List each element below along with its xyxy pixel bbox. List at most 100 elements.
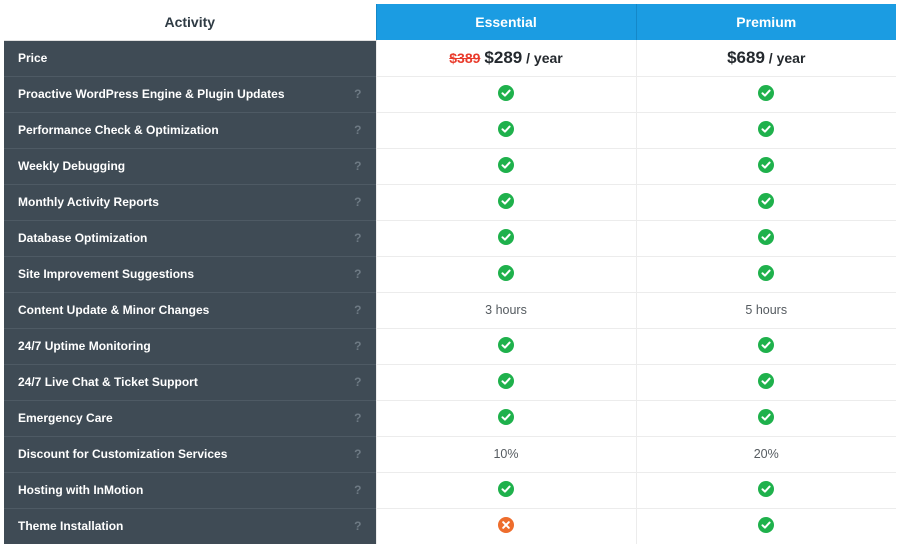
- activity-cell: Content Update & Minor Changes?: [4, 292, 376, 328]
- check-icon: [758, 193, 774, 209]
- value-cell: [636, 256, 896, 292]
- activity-label: Database Optimization: [18, 231, 147, 245]
- value-cell: 5 hours: [636, 292, 896, 328]
- table-row: Theme Installation?: [4, 508, 896, 544]
- price-strike: $389: [449, 50, 480, 66]
- check-icon: [498, 265, 514, 281]
- activity-cell: 24/7 Uptime Monitoring?: [4, 328, 376, 364]
- check-icon: [498, 85, 514, 101]
- activity-cell: Proactive WordPress Engine & Plugin Upda…: [4, 76, 376, 112]
- table-row: Content Update & Minor Changes? 3 hours 5 …: [4, 292, 896, 328]
- help-icon[interactable]: ?: [354, 339, 361, 353]
- check-icon: [758, 85, 774, 101]
- check-icon: [758, 121, 774, 137]
- activity-label: Performance Check & Optimization: [18, 123, 219, 137]
- activity-label: Site Improvement Suggestions: [18, 267, 194, 281]
- value-cell: [636, 328, 896, 364]
- help-icon[interactable]: ?: [354, 411, 361, 425]
- activity-cell: Theme Installation?: [4, 508, 376, 544]
- check-icon: [498, 409, 514, 425]
- activity-label: Hosting with InMotion: [18, 483, 143, 497]
- table-row: Weekly Debugging?: [4, 148, 896, 184]
- value-text: 3 hours: [485, 303, 527, 317]
- check-icon: [758, 373, 774, 389]
- help-icon[interactable]: ?: [354, 159, 361, 173]
- header-plan-essential: Essential: [376, 4, 636, 40]
- value-cell: [376, 220, 636, 256]
- value-cell: [636, 148, 896, 184]
- check-icon: [758, 517, 774, 533]
- help-icon[interactable]: ?: [354, 87, 361, 101]
- activity-label: Content Update & Minor Changes: [18, 303, 209, 317]
- value-cell: [636, 472, 896, 508]
- value-cell: [376, 112, 636, 148]
- check-icon: [498, 121, 514, 137]
- help-icon[interactable]: ?: [354, 195, 361, 209]
- table-row: Site Improvement Suggestions?: [4, 256, 896, 292]
- value-cell: [376, 256, 636, 292]
- check-icon: [758, 157, 774, 173]
- help-icon[interactable]: ?: [354, 375, 361, 389]
- help-icon[interactable]: ?: [354, 483, 361, 497]
- price-main: $289: [484, 48, 522, 67]
- table-body: Price $389$289 / year$689 / year Proactive…: [4, 40, 896, 544]
- table-row: 24/7 Uptime Monitoring?: [4, 328, 896, 364]
- activity-cell: Discount for Customization Services?: [4, 436, 376, 472]
- activity-cell: Performance Check & Optimization?: [4, 112, 376, 148]
- value-cell: [636, 400, 896, 436]
- check-icon: [498, 481, 514, 497]
- table-row: 24/7 Live Chat & Ticket Support?: [4, 364, 896, 400]
- activity-label: 24/7 Live Chat & Ticket Support: [18, 375, 198, 389]
- activity-label: Weekly Debugging: [18, 159, 125, 173]
- value-text: 20%: [754, 447, 779, 461]
- table-row: Monthly Activity Reports?: [4, 184, 896, 220]
- value-cell: [636, 364, 896, 400]
- value-cell: [636, 220, 896, 256]
- price-suffix: / year: [765, 50, 805, 66]
- value-cell: [636, 76, 896, 112]
- help-icon[interactable]: ?: [354, 123, 361, 137]
- table-row: Discount for Customization Services? 10% 2…: [4, 436, 896, 472]
- help-icon[interactable]: ?: [354, 519, 361, 533]
- check-icon: [498, 157, 514, 173]
- value-text: 10%: [493, 447, 518, 461]
- check-icon: [758, 265, 774, 281]
- help-icon[interactable]: ?: [354, 231, 361, 245]
- value-cell: [376, 472, 636, 508]
- table-row: Proactive WordPress Engine & Plugin Upda…: [4, 76, 896, 112]
- table-row: Emergency Care?: [4, 400, 896, 436]
- value-cell: $689 / year: [636, 40, 896, 76]
- table-row: Database Optimization?: [4, 220, 896, 256]
- activity-label: Discount for Customization Services: [18, 447, 227, 461]
- activity-cell: Database Optimization?: [4, 220, 376, 256]
- table-row: Performance Check & Optimization?: [4, 112, 896, 148]
- header-activity: Activity: [4, 4, 376, 40]
- check-icon: [758, 409, 774, 425]
- help-icon[interactable]: ?: [354, 303, 361, 317]
- value-cell: [376, 364, 636, 400]
- table-row: Price $389$289 / year$689 / year: [4, 40, 896, 76]
- value-cell: 20%: [636, 436, 896, 472]
- price-main: $689: [727, 48, 765, 67]
- activity-label: Emergency Care: [18, 411, 113, 425]
- check-icon: [498, 193, 514, 209]
- value-cell: [376, 148, 636, 184]
- value-cell: [376, 184, 636, 220]
- value-cell: [376, 76, 636, 112]
- value-cell: [636, 112, 896, 148]
- check-icon: [498, 229, 514, 245]
- activity-label: Price: [18, 51, 47, 65]
- header-row: Activity Essential Premium: [4, 4, 896, 40]
- value-cell: [376, 400, 636, 436]
- activity-cell: 24/7 Live Chat & Ticket Support?: [4, 364, 376, 400]
- value-cell: 3 hours: [376, 292, 636, 328]
- help-icon[interactable]: ?: [354, 447, 361, 461]
- check-icon: [758, 481, 774, 497]
- help-icon[interactable]: ?: [354, 267, 361, 281]
- table-row: Hosting with InMotion?: [4, 472, 896, 508]
- value-cell: [376, 328, 636, 364]
- check-icon: [758, 337, 774, 353]
- check-icon: [498, 337, 514, 353]
- activity-cell: Weekly Debugging?: [4, 148, 376, 184]
- activity-label: Proactive WordPress Engine & Plugin Upda…: [18, 87, 285, 101]
